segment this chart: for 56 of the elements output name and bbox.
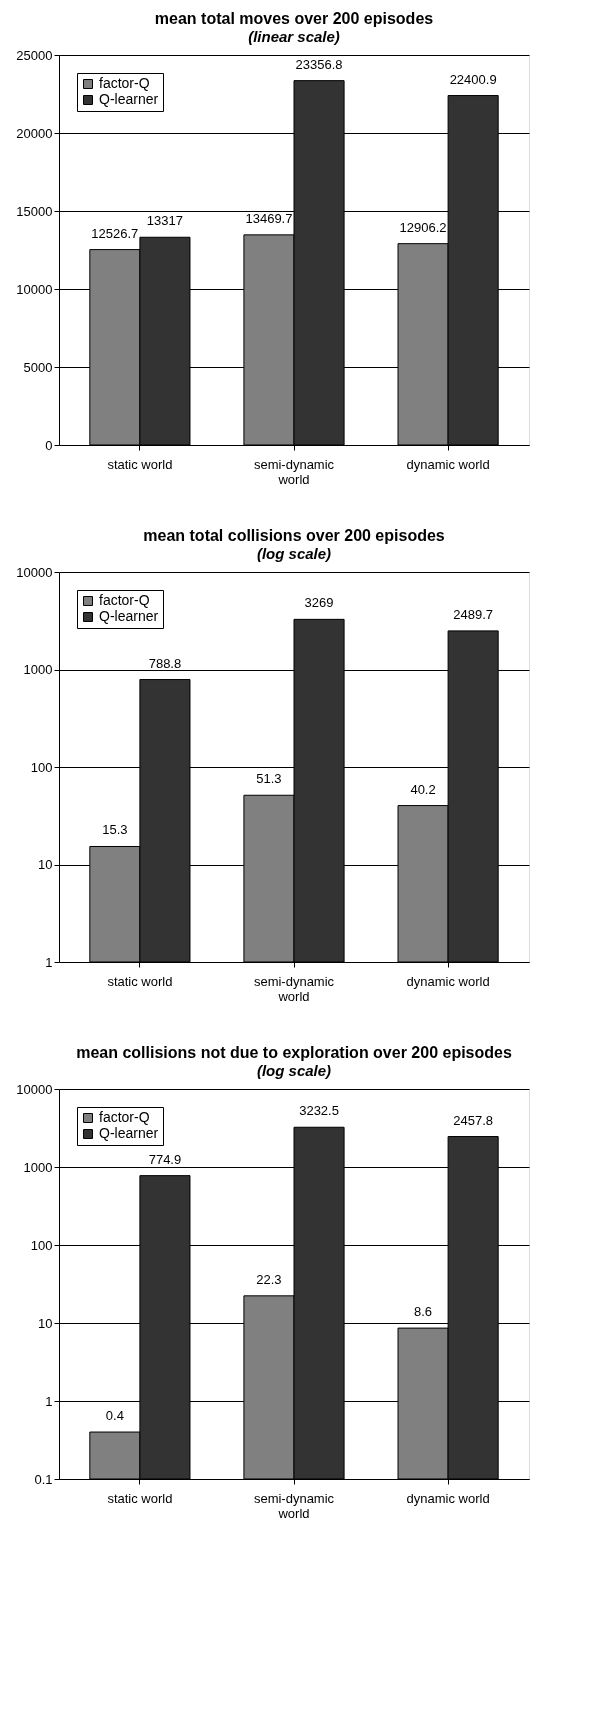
data-label: 15.3 <box>102 822 128 838</box>
data-label: 22.3 <box>256 1271 282 1287</box>
data-label: 23356.8 <box>295 56 343 72</box>
data-label: 40.2 <box>410 781 436 797</box>
y-tick-label: 10000 <box>16 281 53 297</box>
legend-label: Q-learner <box>99 91 159 107</box>
legend-label: factor-Q <box>99 75 150 91</box>
y-tick-label: 15000 <box>16 203 53 219</box>
chart-title: mean total collisions over 200 episodes <box>143 527 445 544</box>
x-tick-label: semi-dynamic world <box>253 456 335 487</box>
y-tick-label: 25000 <box>16 47 53 63</box>
data-label: 13469.7 <box>245 210 293 226</box>
data-label: 22400.9 <box>449 71 497 87</box>
data-label: 12526.7 <box>91 225 139 241</box>
x-tick-label: static world <box>107 1490 173 1506</box>
y-tick-label: 10000 <box>16 1081 53 1097</box>
chart-subtitle: (log scale) <box>256 1062 332 1079</box>
data-label: 51.3 <box>256 771 282 787</box>
legend-label: factor-Q <box>99 1109 150 1125</box>
y-tick-label: 100 <box>30 1237 53 1253</box>
x-tick-label: semi-dynamic world <box>253 1490 335 1521</box>
y-tick-label: 1 <box>45 954 53 970</box>
chart-title: mean collisions not due to exploration over 200 episodes <box>76 1044 512 1061</box>
x-tick-label: static world <box>107 973 173 989</box>
chart-title: mean total moves over 200 episodes <box>154 10 434 27</box>
legend-label: Q-learner <box>99 608 159 624</box>
data-label: 2489.7 <box>453 606 494 622</box>
data-label: 3232.5 <box>299 1103 339 1119</box>
y-tick-label: 10 <box>38 1315 53 1331</box>
y-tick-label: 0.1 <box>34 1471 53 1487</box>
chart-subtitle: (log scale) <box>256 545 332 562</box>
legend-label: factor-Q <box>99 592 150 608</box>
y-tick-label: 10 <box>38 857 53 872</box>
x-tick-label: dynamic world <box>406 973 490 989</box>
data-label: 0.4 <box>105 1408 124 1424</box>
y-tick-label: 100 <box>30 759 53 775</box>
data-label: 12906.2 <box>399 219 447 235</box>
chart-subtitle: (linear scale) <box>248 28 340 45</box>
data-label: 774.9 <box>148 1151 182 1167</box>
data-label: 8.6 <box>414 1304 433 1320</box>
y-tick-label: 5000 <box>23 359 53 375</box>
y-tick-label: 1000 <box>23 1159 53 1175</box>
x-tick-label: static world <box>107 456 173 472</box>
y-tick-label: 1 <box>45 1393 53 1409</box>
data-label: 3269 <box>304 595 334 611</box>
data-label: 2457.8 <box>453 1112 494 1128</box>
y-tick-label: 20000 <box>16 125 53 141</box>
data-label: 13317 <box>146 213 184 229</box>
x-tick-label: dynamic world <box>406 1490 490 1506</box>
legend-label: Q-learner <box>99 1125 159 1141</box>
x-tick-label: semi-dynamic world <box>253 973 335 1004</box>
y-tick-label: 10000 <box>16 564 53 580</box>
y-tick-label: 0 <box>45 437 53 453</box>
data-label: 788.8 <box>148 655 182 671</box>
y-tick-label: 1000 <box>23 662 53 677</box>
x-tick-label: dynamic world <box>406 456 490 472</box>
